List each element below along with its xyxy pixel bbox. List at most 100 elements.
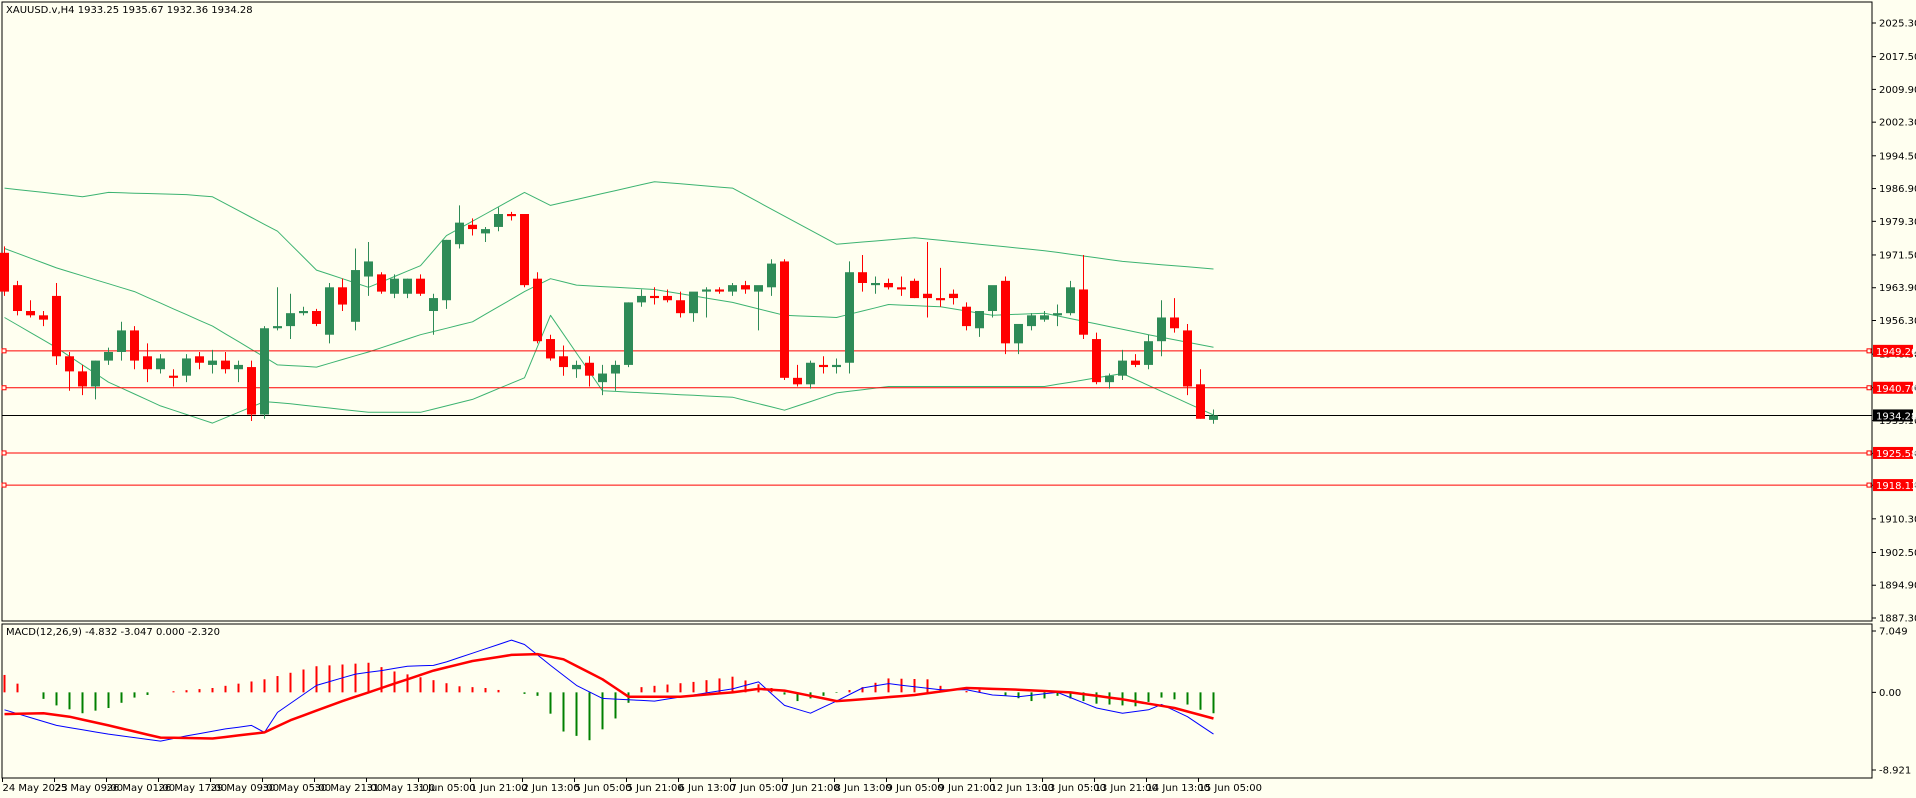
time-tick-label: 5 Jun 05:00: [575, 783, 632, 794]
candle: [780, 259, 789, 380]
candle: [52, 282, 61, 365]
candle-body: [819, 364, 828, 368]
macd-tick-label: -8.921: [1879, 766, 1911, 777]
time-tick-label: 7 Jun 05:00: [731, 783, 788, 794]
time-tick-label: 14 Jun 13:00: [1147, 783, 1211, 794]
candle: [819, 356, 828, 374]
candle-body: [559, 356, 568, 368]
candle-body: [767, 263, 776, 288]
candle-body: [1183, 330, 1192, 387]
time-tick-label: 26 May 01:00: [107, 783, 176, 794]
level-anchor: [1866, 348, 1872, 354]
candle: [351, 248, 360, 331]
candle-body: [715, 289, 724, 292]
level-anchor: [1866, 450, 1872, 456]
level-tag-label: 1925.58: [1876, 449, 1916, 460]
candle-body: [312, 311, 321, 324]
price-tick-label: 1963.90: [1879, 283, 1916, 294]
candle-body: [975, 311, 984, 329]
level-anchor: [1866, 385, 1872, 391]
candle-body: [455, 222, 464, 245]
candle: [208, 349, 217, 374]
candle: [975, 311, 984, 337]
time-tick-label: 29 May 09:00: [211, 783, 280, 794]
macd-axis: 7.049 0.00 -8.921: [1872, 627, 1911, 777]
candle: [143, 343, 152, 383]
price-tick-label: 1902.50: [1879, 548, 1916, 559]
level-tag-label: 1940.70: [1876, 384, 1916, 395]
candle-body: [533, 278, 542, 342]
candle-body: [676, 300, 685, 314]
candle: [325, 282, 334, 344]
macd-pane[interactable]: 7.049 0.00 -8.921 MACD(12,26,9) -4.832 -3.…: [1, 623, 1911, 779]
candle-body: [104, 351, 113, 361]
candle: [390, 274, 399, 299]
candle: [299, 306, 308, 316]
time-tick-label: 15 Jun 05:00: [1199, 783, 1263, 794]
candle: [702, 287, 711, 318]
candle-body: [1209, 415, 1218, 420]
candle: [949, 289, 958, 305]
candle: [585, 356, 594, 387]
price-tick-label: 1971.50: [1879, 250, 1916, 261]
candle: [1066, 280, 1075, 316]
candle-body: [429, 298, 438, 312]
current-price-tag-bg: [1873, 409, 1913, 422]
candle: [1079, 254, 1088, 340]
candle: [689, 291, 698, 322]
candle-body: [130, 330, 139, 361]
candle: [182, 354, 191, 383]
price-tick-label: 1986.90: [1879, 184, 1916, 195]
candle-body: [1157, 317, 1166, 342]
candle-body: [1027, 315, 1036, 327]
candle-body: [858, 272, 867, 283]
candle-body: [91, 360, 100, 387]
candle: [559, 345, 568, 376]
level-anchor: [1, 348, 7, 354]
time-tick-label: 7 Jun 21:00: [783, 783, 840, 794]
price-pane-frame: [1, 1, 1873, 622]
candle-body: [156, 358, 165, 370]
candle: [1053, 304, 1062, 327]
candle-body: [351, 270, 360, 322]
candle-body: [507, 214, 516, 217]
level-anchor: [1, 482, 7, 488]
price-pane[interactable]: 2025.30 2017.50 2009.90 2002.30 1994.50 1986.…: [0, 1, 1916, 625]
candle: [0, 246, 9, 296]
candle-body: [611, 364, 620, 374]
candle-body: [936, 298, 945, 301]
candle: [260, 326, 269, 419]
candle: [572, 360, 581, 378]
candle-body: [1105, 375, 1114, 383]
candle-body: [117, 330, 126, 352]
time-tick-label: 12 Jun 13:00: [991, 783, 1055, 794]
candle: [715, 287, 724, 294]
candle-body: [832, 364, 841, 368]
candle: [663, 289, 672, 303]
candle-body: [897, 287, 906, 290]
candle-body: [390, 278, 399, 294]
candle-body: [338, 287, 347, 305]
candle-body: [624, 302, 633, 365]
time-tick-label: 25 May 09:00: [55, 783, 124, 794]
candle-body: [1040, 315, 1049, 320]
candle: [273, 287, 282, 331]
candle: [468, 218, 477, 236]
candle: [1144, 334, 1153, 370]
candle-body: [416, 278, 425, 294]
candle: [871, 276, 880, 294]
level-anchor: [1, 450, 7, 456]
price-tick-label: 2009.90: [1879, 85, 1916, 96]
candle-body: [1079, 289, 1088, 335]
candle-body: [702, 289, 711, 292]
price-levels[interactable]: [1, 348, 1872, 488]
candle: [429, 293, 438, 335]
candle: [962, 302, 971, 331]
candle: [130, 326, 139, 370]
time-tick-label: 31 May 13:00: [367, 783, 436, 794]
level-tag-bg: [1873, 344, 1913, 357]
time-tick-label: 1 Jun 21:00: [471, 783, 528, 794]
candle-body: [364, 261, 373, 277]
time-tick-label: 6 Jun 13:00: [679, 783, 736, 794]
